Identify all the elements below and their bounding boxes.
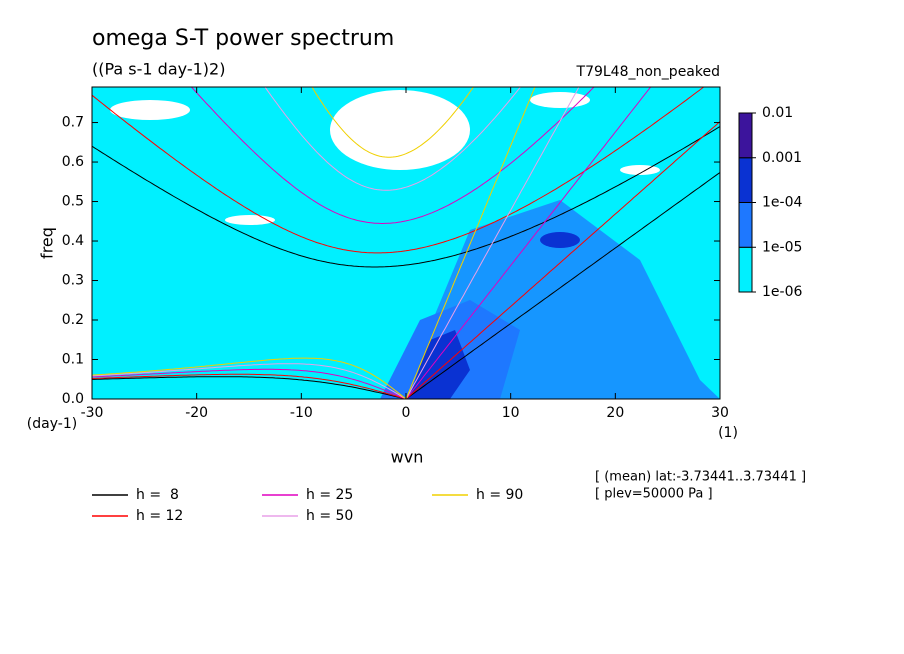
y-tick-label: 0.4 xyxy=(62,233,84,249)
y-axis-label: freq xyxy=(38,227,57,259)
field-patch xyxy=(110,100,190,120)
contour-field xyxy=(92,87,720,399)
x-axis-label: wvn xyxy=(391,448,424,467)
dispersion-curve-kelvin xyxy=(405,87,536,399)
legend-label: h = 25 xyxy=(306,487,353,503)
dispersion-curve-rossby xyxy=(92,368,407,399)
chart-title: omega S-T power spectrum xyxy=(92,26,394,51)
colorbar-band xyxy=(738,112,753,159)
y-tick-label: 0.6 xyxy=(62,154,84,170)
colorbar-label: 1e-04 xyxy=(762,195,802,211)
legend-label: h = 90 xyxy=(476,487,523,503)
x-tick-label: 20 xyxy=(606,405,624,421)
dispersion-curve-kelvin xyxy=(405,121,720,399)
colorbar-band xyxy=(738,157,753,203)
dispersion-curve-rossby xyxy=(92,363,407,399)
dispersion-curve-kelvin xyxy=(405,87,580,399)
y-tick-label: 0.3 xyxy=(62,273,84,289)
dispersion-curve-kelvin xyxy=(405,87,652,399)
field-patch xyxy=(330,90,470,170)
y-tick-label: 0.1 xyxy=(62,352,84,368)
dispersion-curve-rossby xyxy=(92,357,407,399)
colorbar-label: 0.001 xyxy=(762,150,802,166)
legend-label: h = 50 xyxy=(306,508,353,524)
y-tick-label: 0.2 xyxy=(62,312,84,328)
colorbar-label: 0.01 xyxy=(762,105,793,121)
y-tick-label: 0.7 xyxy=(62,115,84,131)
dispersion-curve-inertia-gravity xyxy=(311,87,475,158)
dispersion-curve-inertia-gravity xyxy=(264,87,522,191)
dispersion-curve-inertia-gravity xyxy=(92,87,705,254)
annotation: [ plev=50000 Pa ] xyxy=(595,487,713,502)
y-tick-label: 0.0 xyxy=(62,391,84,407)
field-patch xyxy=(540,232,580,248)
y-axis-units: (day-1) xyxy=(27,416,77,432)
dataset-label: T79L48_non_peaked xyxy=(576,64,720,80)
dispersion-curve-rossby xyxy=(92,376,407,399)
dispersion-curve-inertia-gravity xyxy=(92,126,720,268)
chart-subtitle: ((Pa s-1 day-1)2) xyxy=(92,60,225,79)
colorbar-label: 1e-06 xyxy=(762,284,802,300)
x-tick-label: -10 xyxy=(290,405,313,421)
dispersion-curve-rossby xyxy=(92,373,407,399)
colorbar-label: 1e-05 xyxy=(762,239,802,255)
legend-label: h = 12 xyxy=(136,508,183,524)
x-tick-label: -20 xyxy=(185,405,208,421)
x-tick-label: 0 xyxy=(402,405,411,421)
x-tick-label: 10 xyxy=(502,405,520,421)
colorbar-band xyxy=(738,246,753,293)
x-tick-label: -30 xyxy=(81,405,104,421)
y-tick-label: 0.5 xyxy=(62,194,84,210)
annotation: [ (mean) lat:-3.73441..3.73441 ] xyxy=(595,470,806,485)
legend-label: h = 8 xyxy=(136,487,179,503)
dispersion-curve-kelvin xyxy=(405,172,720,399)
colorbar-band xyxy=(738,202,753,248)
field-patch xyxy=(530,92,590,108)
field-patch xyxy=(408,330,470,399)
x-axis-units: (1) xyxy=(718,425,738,441)
x-tick-label: 30 xyxy=(711,405,729,421)
